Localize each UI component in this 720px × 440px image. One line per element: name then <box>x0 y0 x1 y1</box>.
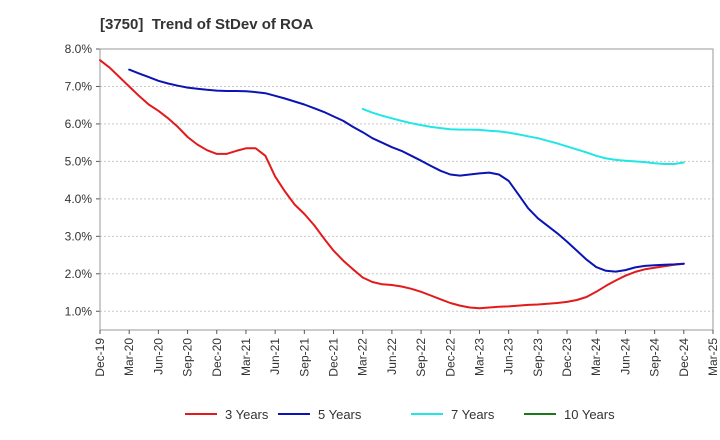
axes: 1.0% 2.0% 3.0% 4.0% 5.0% 6.0% 7.0% 8.0% Dec-19 Ma… <box>65 42 720 377</box>
x-tick-label: Mar-25 <box>706 338 720 376</box>
x-tick-label: Jun-22 <box>385 338 399 375</box>
y-tick-label: 2.0% <box>65 267 93 281</box>
x-tick-label: Sep-20 <box>181 338 195 377</box>
y-tick-label: 1.0% <box>65 304 93 318</box>
x-tick-label: Mar-20 <box>122 338 136 376</box>
y-tick-label: 4.0% <box>65 192 93 206</box>
x-tick-label: Dec-24 <box>677 338 691 377</box>
y-tick-label: 8.0% <box>65 42 93 56</box>
x-tick-label: Sep-24 <box>648 338 662 377</box>
x-tick-label: Mar-24 <box>589 338 603 376</box>
x-tick-label: Sep-21 <box>297 338 311 377</box>
x-tick-label: Dec-21 <box>327 338 341 377</box>
y-tick-label: 6.0% <box>65 117 93 131</box>
legend-label: 3 Years <box>225 407 269 422</box>
x-tick-label: Jun-23 <box>502 338 516 375</box>
x-tick-label: Jun-20 <box>151 338 165 375</box>
series-line-7-years <box>361 107 685 165</box>
legend-label: 7 Years <box>451 407 495 422</box>
chart-title: [3750] Trend of StDev of ROA <box>100 16 314 33</box>
series-line-3-years <box>99 59 685 310</box>
x-tick-label: Dec-22 <box>443 338 457 377</box>
x-tick-label: Dec-23 <box>560 338 574 377</box>
y-tick-label: 3.0% <box>65 229 93 243</box>
x-tick-label: Sep-23 <box>531 338 545 377</box>
x-tick-label: Jun-24 <box>618 338 632 375</box>
x-tick-label: Jun-21 <box>268 338 282 375</box>
x-tick-label: Dec-20 <box>210 338 224 377</box>
legend: 3 Years 5 Years 7 Years 10 Years <box>185 407 615 422</box>
series-line-5-years <box>128 68 685 273</box>
x-tick-label: Mar-22 <box>356 338 370 376</box>
x-tick-label: Sep-22 <box>414 338 428 377</box>
x-tick-label: Mar-21 <box>239 338 253 376</box>
y-tick-label: 7.0% <box>65 79 93 93</box>
legend-label: 5 Years <box>318 407 362 422</box>
x-tick-label: Dec-19 <box>93 338 107 377</box>
legend-label: 10 Years <box>564 407 615 422</box>
series-lines <box>99 59 685 310</box>
plot-frame <box>99 48 714 331</box>
y-tick-label: 5.0% <box>65 154 93 168</box>
x-tick-label: Mar-23 <box>472 338 486 376</box>
